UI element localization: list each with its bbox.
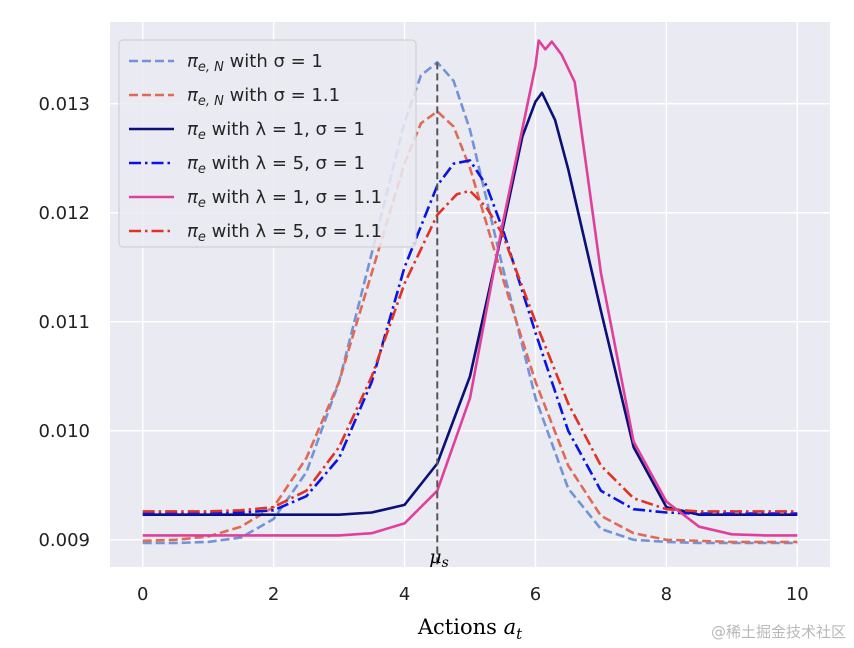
legend-label-0: πe, N with σ = 1 [187,51,323,75]
series-line-1 [142,110,798,544]
series-line-0 [142,60,798,545]
y-tick-label: 0.012 [38,203,90,224]
mean-label: μs [429,546,449,571]
series-line-5 [142,189,798,513]
legend-box [118,39,417,248]
x-tick-label: 10 [786,584,809,605]
x-axis-label-text: Actions [417,615,504,639]
series-line-4 [142,39,798,537]
legend-label-4: πe with λ = 1, σ = 1.1 [187,187,382,211]
y-axis-ticks: 0.009 0.010 0.011 0.012 0.013 [38,94,90,551]
series-line-2 [142,91,798,517]
x-tick-label: 8 [661,584,672,605]
series-line-3 [142,159,798,515]
x-axis-label-sub: t [516,625,523,643]
legend-label-1: πe, N with σ = 1.1 [187,85,340,109]
y-tick-label: 0.011 [38,312,90,333]
legend-label-5: πe with λ = 5, σ = 1.1 [187,221,382,245]
x-tick-label: 6 [530,584,541,605]
watermark: @稀土掘金技术社区 [710,623,846,641]
legend-label-2: πe with λ = 1, σ = 1 [187,119,365,143]
x-axis-label-var: a [504,615,517,639]
x-axis-ticks: 0 2 4 6 8 10 [137,584,809,605]
series-layer [142,39,798,545]
y-tick-label: 0.009 [38,530,90,551]
x-axis-label: Actions at [417,615,523,643]
mean-annotation: μs [429,62,449,571]
legend-label-3: πe with λ = 5, σ = 1 [187,153,365,177]
y-tick-label: 0.010 [38,421,90,442]
legend: πe, N with σ = 1 πe, N with σ = 1.1 πe wit… [118,39,417,248]
x-tick-label: 2 [268,584,279,605]
y-tick-label: 0.013 [38,94,90,115]
x-tick-label: 0 [137,584,148,605]
x-tick-label: 4 [399,584,410,605]
